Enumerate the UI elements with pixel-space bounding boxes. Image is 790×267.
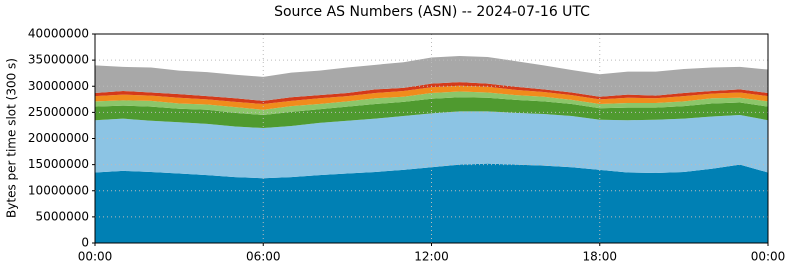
y-tick-label: 10000000 bbox=[28, 183, 89, 197]
plot-frame bbox=[94, 33, 769, 244]
y-tick-label: 5000000 bbox=[36, 209, 89, 223]
y-tick-label: 35000000 bbox=[28, 53, 89, 67]
y-tick-label: 15000000 bbox=[28, 157, 89, 171]
area bbox=[95, 85, 768, 110]
area bbox=[95, 91, 768, 115]
y-tick-label: 25000000 bbox=[28, 105, 89, 119]
y-tick-label: 40000000 bbox=[28, 27, 89, 41]
x-tick-label: 12:00 bbox=[414, 250, 449, 264]
y-tick-label: 0 bbox=[81, 236, 89, 250]
area bbox=[95, 163, 768, 243]
x-tick-label: 18:00 bbox=[582, 250, 617, 264]
y-tick-label: 30000000 bbox=[28, 79, 89, 93]
x-tick-label: 00:00 bbox=[78, 250, 113, 264]
chart-title: Source AS Numbers (ASN) -- 2024-07-16 UT… bbox=[274, 4, 590, 20]
y-axis-label: Bytes per time slot (300 s) bbox=[5, 58, 19, 218]
x-tick-label: 00:00 bbox=[751, 250, 786, 264]
y-tick-label: 20000000 bbox=[28, 131, 89, 145]
x-tick-label: 06:00 bbox=[246, 250, 281, 264]
